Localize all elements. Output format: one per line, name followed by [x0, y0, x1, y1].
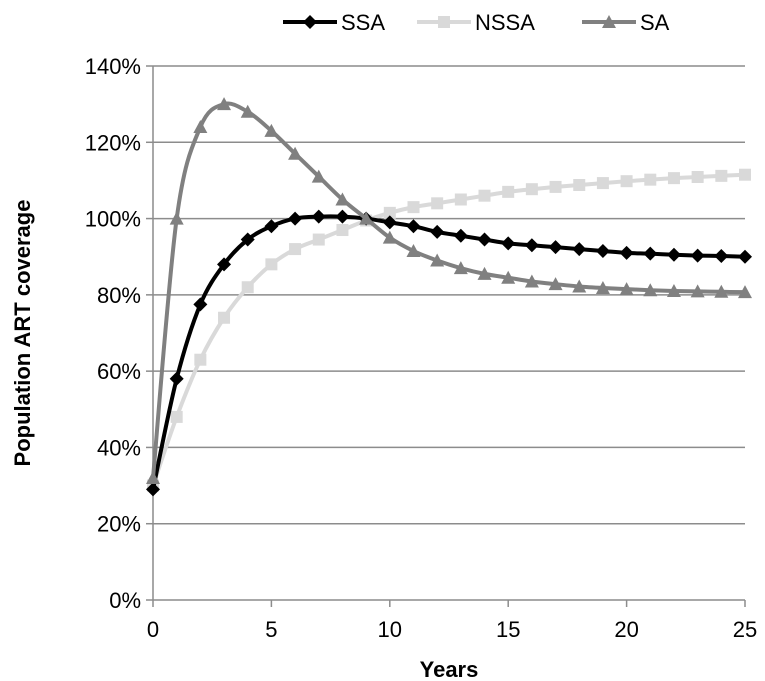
data-point-ssa — [714, 249, 728, 263]
y-tick-label: 100% — [85, 207, 141, 232]
x-axis-title: Years — [420, 657, 479, 681]
series-ssa — [146, 210, 752, 497]
x-tick-label: 25 — [733, 617, 757, 642]
data-point-ssa — [572, 242, 586, 256]
data-point-nssa — [407, 201, 419, 213]
x-tick-label: 5 — [265, 617, 277, 642]
data-point-ssa — [620, 246, 634, 260]
data-point-ssa — [193, 297, 207, 311]
data-point-nssa — [242, 281, 254, 293]
data-point-nssa — [313, 234, 325, 246]
data-point-ssa — [288, 212, 302, 226]
data-point-nssa — [171, 411, 183, 423]
data-point-ssa — [264, 219, 278, 233]
legend-item-ssa: SSA — [283, 10, 385, 35]
data-point-ssa — [312, 210, 326, 224]
data-point-nssa — [431, 197, 443, 209]
legend-marker-nssa — [438, 16, 450, 28]
data-point-ssa — [643, 247, 657, 261]
legend-label-nssa: NSSA — [475, 10, 535, 35]
x-tick-label: 15 — [496, 617, 520, 642]
data-point-ssa — [667, 248, 681, 262]
y-axis-ticks: 0% 20% 40% 60% 80% 100% 120% 140% — [85, 54, 153, 613]
data-point-nssa — [289, 243, 301, 255]
data-point-nssa — [218, 312, 230, 324]
x-tick-label: 20 — [614, 617, 638, 642]
legend-label-ssa: SSA — [341, 10, 385, 35]
y-tick-label: 20% — [97, 512, 141, 537]
data-point-nssa — [550, 181, 562, 193]
y-tick-label: 40% — [97, 435, 141, 460]
data-point-ssa — [596, 244, 610, 258]
data-point-nssa — [692, 171, 704, 183]
y-axis-title: Population ART coverage — [10, 200, 35, 467]
data-point-ssa — [525, 238, 539, 252]
y-tick-label: 0% — [109, 588, 141, 613]
data-point-nssa — [597, 177, 609, 189]
x-tick-label: 10 — [378, 617, 402, 642]
data-point-nssa — [265, 258, 277, 270]
data-point-nssa — [526, 183, 538, 195]
legend-label-sa: SA — [640, 10, 670, 35]
data-point-ssa — [738, 250, 752, 264]
series-line-nssa — [153, 175, 745, 486]
data-point-nssa — [573, 179, 585, 191]
data-point-nssa — [336, 224, 348, 236]
legend-item-sa: SA — [582, 10, 670, 35]
y-tick-label: 80% — [97, 283, 141, 308]
data-point-nssa — [715, 170, 727, 182]
data-point-ssa — [501, 236, 515, 250]
data-point-ssa — [170, 372, 184, 386]
data-point-nssa — [644, 174, 656, 186]
legend-item-nssa: NSSA — [417, 10, 535, 35]
data-point-nssa — [479, 190, 491, 202]
data-point-ssa — [406, 219, 420, 233]
data-point-nssa — [668, 172, 680, 184]
axes — [153, 66, 745, 600]
legend: SSA NSSA SA — [283, 10, 670, 35]
data-point-nssa — [455, 194, 467, 206]
x-tick-label: 0 — [147, 617, 159, 642]
data-point-sa — [193, 120, 207, 133]
x-axis-ticks: 0 5 10 15 20 25 — [147, 600, 757, 642]
data-point-ssa — [430, 225, 444, 239]
series-line-ssa — [153, 216, 745, 489]
data-point-ssa — [478, 233, 492, 247]
data-point-nssa — [621, 175, 633, 187]
legend-marker-ssa — [303, 15, 317, 29]
data-point-ssa — [335, 210, 349, 224]
y-tick-label: 60% — [97, 359, 141, 384]
data-point-nssa — [739, 169, 751, 181]
data-point-ssa — [691, 249, 705, 263]
series-nssa — [147, 169, 751, 492]
data-point-ssa — [549, 240, 563, 254]
data-point-nssa — [502, 186, 514, 198]
data-point-nssa — [194, 354, 206, 366]
data-point-ssa — [454, 229, 468, 243]
series-sa — [146, 97, 752, 484]
y-tick-label: 140% — [85, 54, 141, 79]
y-tick-label: 120% — [85, 130, 141, 155]
series-layer — [146, 97, 752, 496]
